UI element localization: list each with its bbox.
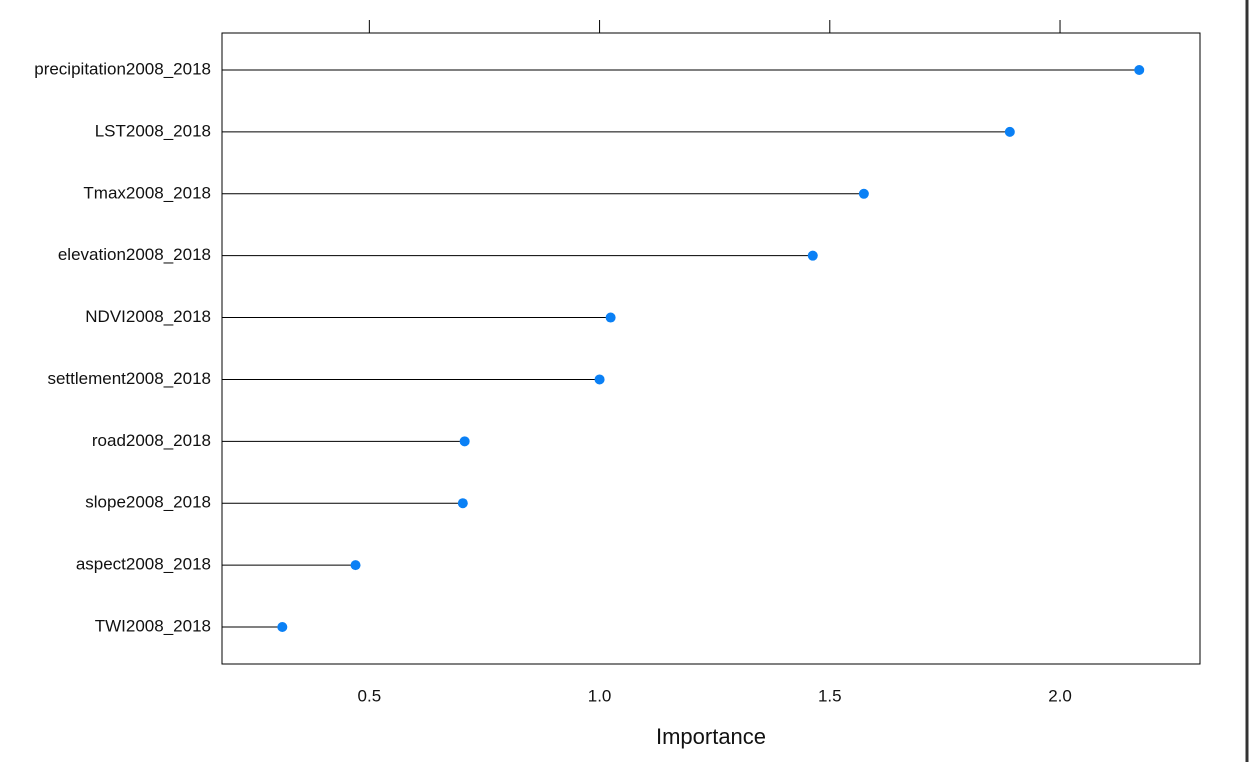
dot xyxy=(350,560,361,571)
y-tick-label: LST2008_2018 xyxy=(95,121,211,140)
plot-frame xyxy=(221,32,1201,665)
y-tick-label: aspect2008_2018 xyxy=(76,555,211,574)
y-tick-label: elevation2008_2018 xyxy=(58,245,211,264)
x-tick-label: 1.0 xyxy=(588,686,612,705)
dot xyxy=(459,436,470,447)
x-tick-label: 0.5 xyxy=(358,686,382,705)
y-tick-label: settlement2008_2018 xyxy=(47,369,211,388)
x-tick-label: 2.0 xyxy=(1048,686,1072,705)
y-tick-label: Tmax2008_2018 xyxy=(83,183,211,202)
dot xyxy=(858,188,869,199)
dot xyxy=(594,374,605,385)
dot xyxy=(457,498,468,509)
dot xyxy=(605,312,616,323)
y-tick-label: precipitation2008_2018 xyxy=(34,59,211,78)
x-axis-label: Importance xyxy=(656,724,766,749)
y-tick-label: slope2008_2018 xyxy=(85,493,211,512)
y-tick-label: road2008_2018 xyxy=(92,431,211,450)
y-tick-label: NDVI2008_2018 xyxy=(85,307,211,326)
x-tick-label: 1.5 xyxy=(818,686,842,705)
dot xyxy=(277,622,288,632)
dot xyxy=(1134,65,1145,75)
dot xyxy=(807,250,818,261)
dot xyxy=(1004,126,1015,137)
y-tick-label: TWI2008_2018 xyxy=(95,616,211,635)
